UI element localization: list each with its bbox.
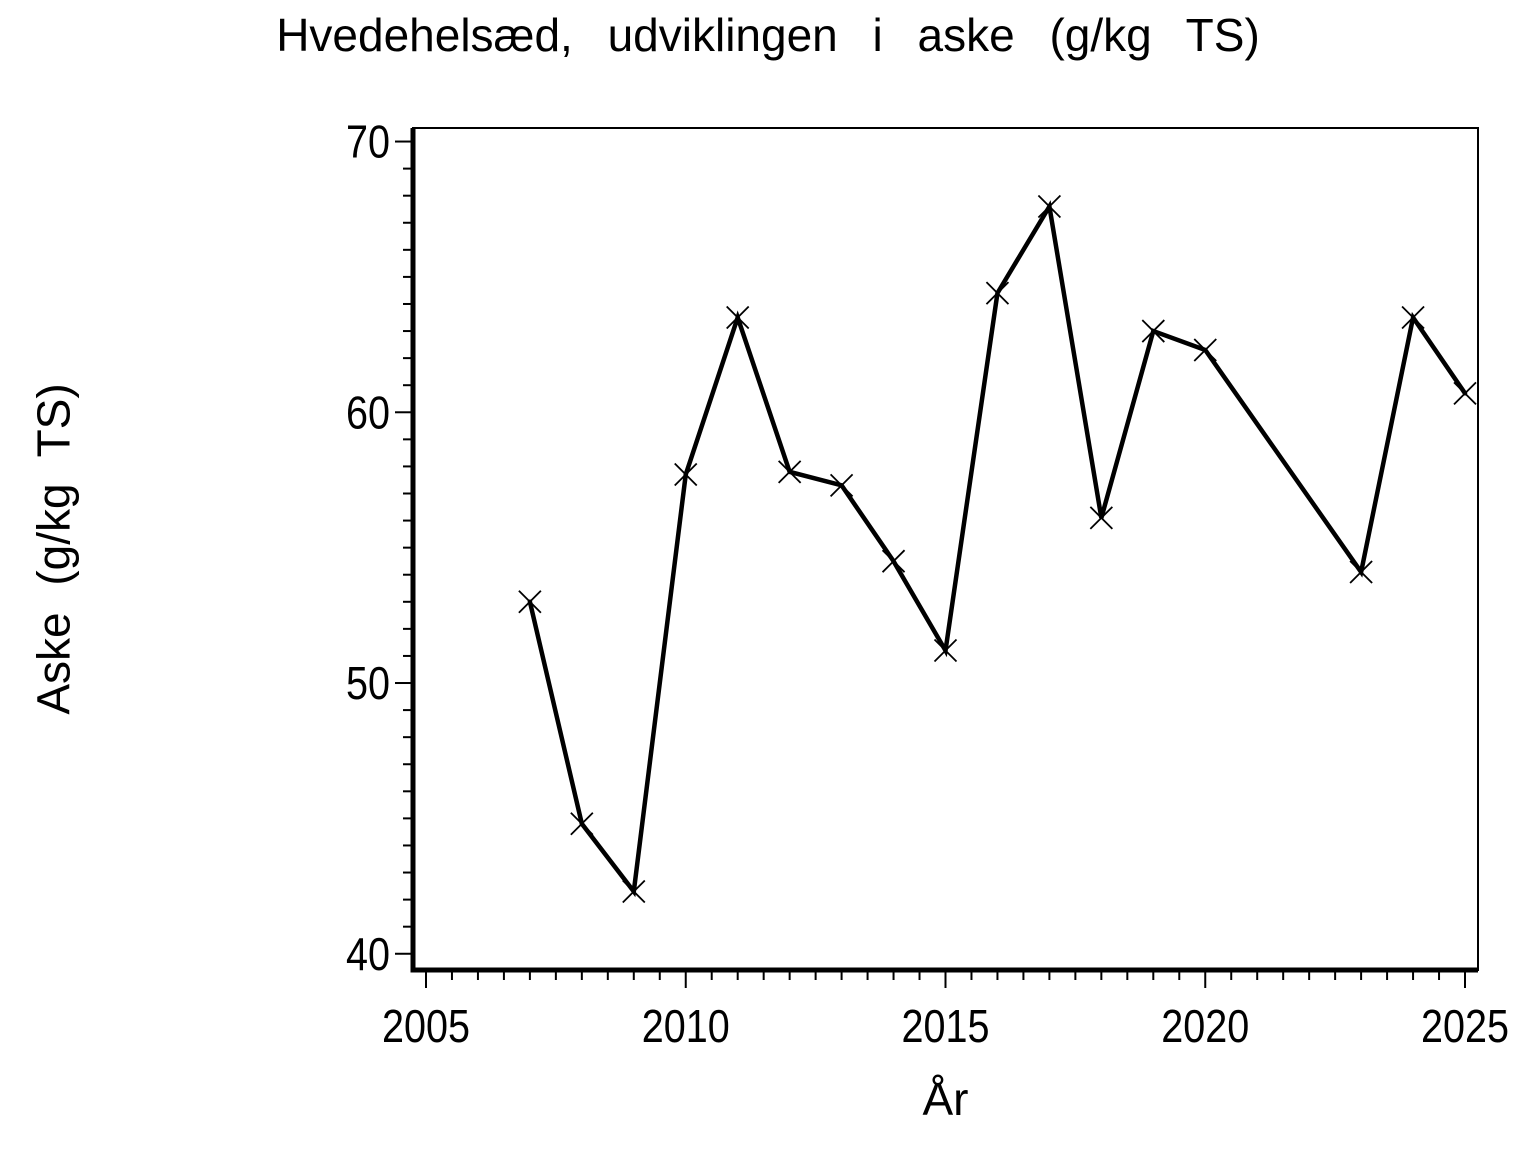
chart-title: Hvedehelsæd, udviklingen i aske (g/kg TS… xyxy=(276,9,1260,61)
y-tick-label: 70 xyxy=(346,116,390,168)
x-tick-label: 2015 xyxy=(902,1000,990,1052)
data-point-marker xyxy=(726,305,750,330)
x-tick-label: 2025 xyxy=(1421,1000,1509,1052)
plot-frame xyxy=(412,127,1479,971)
data-point-marker xyxy=(622,879,646,904)
x-tick-label: 2020 xyxy=(1161,1000,1249,1052)
y-tick-label: 40 xyxy=(346,928,390,980)
data-point-marker xyxy=(1401,305,1425,330)
x-tick-label: 2005 xyxy=(382,1000,470,1052)
y-tick-label: 50 xyxy=(346,657,390,709)
data-point-marker xyxy=(1193,338,1217,362)
x-tick-label: 2010 xyxy=(642,1000,730,1052)
x-axis-label: År xyxy=(922,1073,969,1125)
data-point-marker xyxy=(674,462,698,487)
data-point-marker xyxy=(881,549,906,573)
data-point-marker xyxy=(518,590,542,614)
y-axis-label: Aske (g/kg TS) xyxy=(28,383,81,715)
data-point-marker xyxy=(985,281,1010,305)
data-point-marker xyxy=(1453,381,1477,405)
data-point-marker xyxy=(1089,506,1113,530)
data-line xyxy=(527,200,1468,898)
data-point-marker xyxy=(1037,194,1062,219)
y-axis-label-container: Aske (g/kg TS) xyxy=(14,128,94,970)
data-point-marker xyxy=(829,473,854,498)
y-tick-label: 60 xyxy=(346,386,390,438)
data-point-marker xyxy=(570,812,594,836)
data-point-marker xyxy=(933,638,958,663)
data-point-marker xyxy=(778,460,802,484)
data-point-marker xyxy=(1141,319,1165,343)
data-point-marker xyxy=(1349,560,1373,584)
